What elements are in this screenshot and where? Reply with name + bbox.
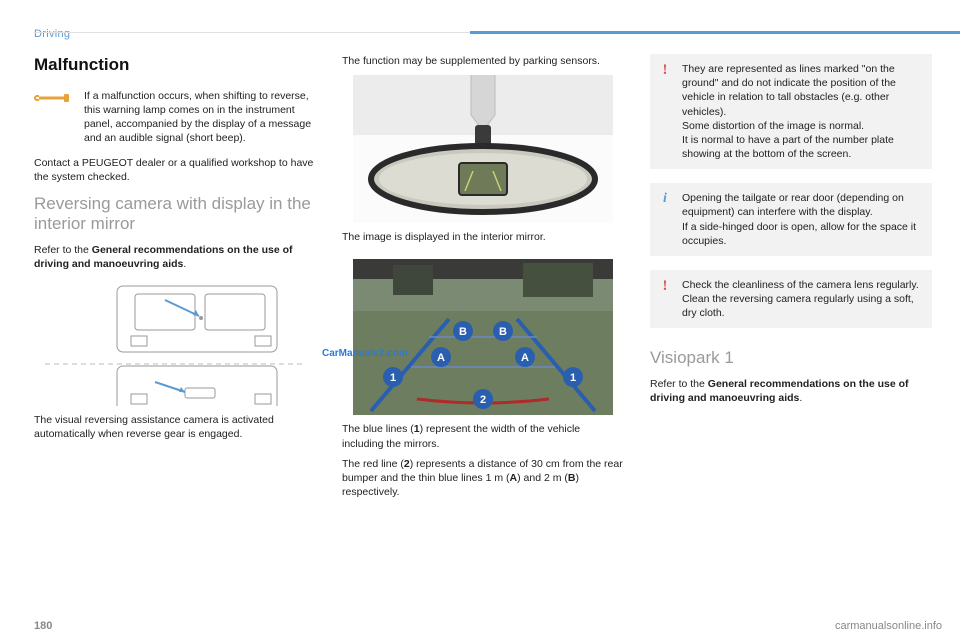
svg-text:A: A [437,352,445,364]
heading-reversing-camera: Reversing camera with display in the int… [34,194,316,235]
column-2: The function may be supplemented by park… [342,54,624,505]
page-number: 180 [34,620,52,632]
refer-1a: Refer to the [34,244,92,256]
watermark: CarManuals2.com [322,348,408,359]
bl-a: The blue lines ( [342,423,414,435]
refer-2c: . [799,392,802,404]
svg-text:1: 1 [570,372,576,384]
callout-warning-1-text: They are represented as lines marked "on… [682,62,922,161]
blue-lines-text: The blue lines (1) represent the width o… [342,422,624,450]
contact-text: Contact a PEUGEOT dealer or a qualified … [34,156,316,184]
svg-text:2: 2 [480,394,486,406]
vehicle-rear-illustration [34,277,316,407]
callout-info-1-text: Opening the tailgate or rear door (depen… [682,191,922,248]
wrench-icon [34,91,70,109]
columns: Malfunction If a malfunction occurs, whe… [34,54,932,505]
supplemented-text: The function may be supplemented by park… [342,54,624,68]
header-accent [470,31,960,34]
mirror-illustration [342,74,624,224]
visual-camera-text: The visual reversing assistance camera i… [34,413,316,441]
refer-text-2: Refer to the General recommendations on … [650,377,932,405]
heading-malfunction: Malfunction [34,54,316,77]
callout-warning-2-text: Check the cleanliness of the camera lens… [682,278,922,321]
rl-a: The red line ( [342,458,404,470]
callout-warning-2: ! Check the cleanliness of the camera le… [650,270,932,329]
heading-visiopark: Visiopark 1 [650,348,932,368]
column-3: ! They are represented as lines marked "… [650,54,932,505]
warning-icon: ! [658,63,672,78]
svg-text:1: 1 [390,372,396,384]
section-label: Driving [34,28,932,40]
refer-2a: Refer to the [650,378,708,390]
column-1: Malfunction If a malfunction occurs, whe… [34,54,316,505]
refer-text-1: Refer to the General recommendations on … [34,243,316,271]
warning-icon: ! [658,279,672,294]
svg-text:A: A [521,352,529,364]
displayed-text: The image is displayed in the interior m… [342,230,624,244]
wrench-block: If a malfunction occurs, when shifting t… [34,89,316,146]
svg-text:B: B [499,326,507,338]
camera-view-illustration: 1 1 A A B B 2 [342,258,624,416]
footer-source: carmanualsonline.info [835,620,942,632]
red-line-text: The red line (2) represents a distance o… [342,457,624,500]
wrench-text: If a malfunction occurs, when shifting t… [84,89,316,146]
rl-e: ) and 2 m ( [517,472,568,484]
callout-warning-1: ! They are represented as lines marked "… [650,54,932,169]
manual-page: Driving CarManuals2.com Malfunction If a… [0,0,960,640]
info-icon: i [658,192,672,206]
refer-1c: . [183,258,186,270]
callout-info-1: i Opening the tailgate or rear door (dep… [650,183,932,256]
svg-text:B: B [459,326,467,338]
rl-d: A [510,472,518,484]
